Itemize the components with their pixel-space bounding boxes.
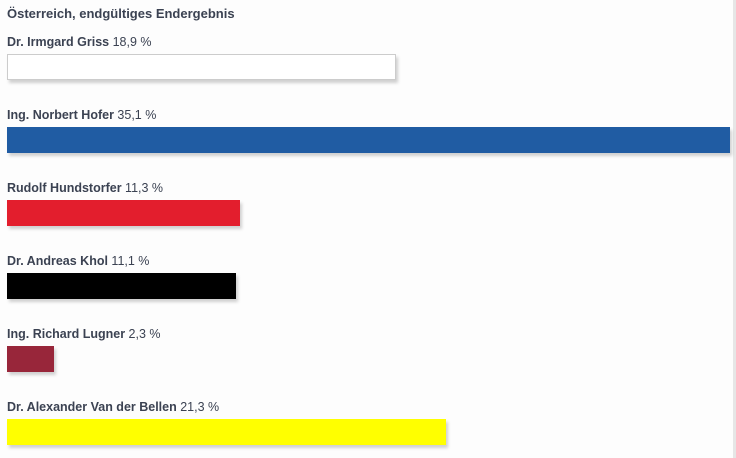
bar-label: Ing. Norbert Hofer 35,1 %	[7, 107, 156, 123]
data-label: 18,9 %	[109, 35, 152, 49]
bar-row: Rudolf Hundstorfer 11,3 %	[7, 180, 240, 226]
bar-label: Dr. Andreas Khol 11,1 %	[7, 253, 149, 269]
bar-label: Dr. Irmgard Griss 18,9 %	[7, 34, 152, 50]
data-label: 11,1 %	[107, 254, 150, 268]
chart-title: Österreich, endgültiges Endergebnis	[7, 6, 235, 21]
bar	[7, 200, 240, 226]
bar-label: Rudolf Hundstorfer 11,3 %	[7, 180, 163, 196]
bar-row: Dr. Alexander Van der Bellen 21,3 %	[7, 399, 446, 445]
bar-row: Dr. Andreas Khol 11,1 %	[7, 253, 236, 299]
data-label: 21,3 %	[176, 400, 220, 414]
bar-label: Ing. Richard Lugner 2,3 %	[7, 326, 161, 342]
bar	[7, 273, 236, 299]
bar	[7, 54, 396, 80]
candidate-name: Dr. Andreas Khol	[7, 254, 108, 268]
bar	[7, 419, 446, 445]
candidate-name: Dr. Irmgard Griss	[7, 35, 110, 49]
candidate-name: Dr. Alexander Van der Bellen	[7, 400, 177, 414]
right-border	[733, 0, 736, 458]
bar-row: Ing. Richard Lugner 2,3 %	[7, 326, 161, 372]
candidate-name: Ing. Norbert Hofer	[7, 108, 114, 122]
bar-row: Ing. Norbert Hofer 35,1 %	[7, 107, 730, 153]
data-label: 11,3 %	[121, 181, 164, 195]
bar	[7, 127, 730, 153]
bar	[7, 346, 54, 372]
bar-row: Dr. Irmgard Griss 18,9 %	[7, 34, 396, 80]
data-label: 2,3 %	[125, 327, 161, 341]
bar-label: Dr. Alexander Van der Bellen 21,3 %	[7, 399, 219, 415]
candidate-name: Ing. Richard Lugner	[7, 327, 126, 341]
data-label: 35,1 %	[113, 108, 157, 122]
candidate-name: Rudolf Hundstorfer	[7, 181, 122, 195]
